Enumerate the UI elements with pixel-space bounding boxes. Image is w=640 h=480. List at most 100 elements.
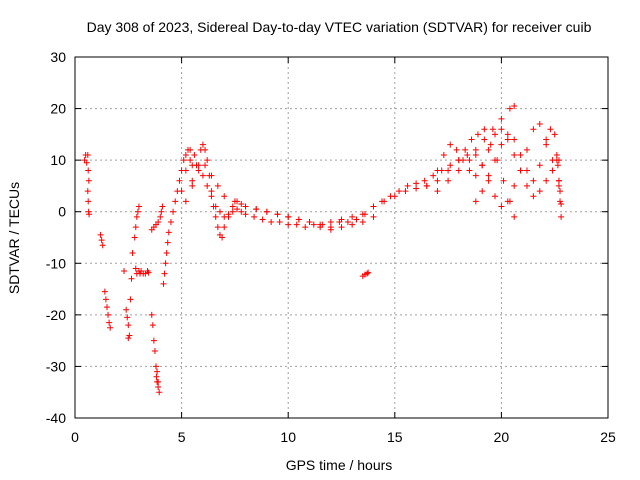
data-point bbox=[462, 146, 469, 153]
data-point bbox=[156, 389, 163, 396]
data-point bbox=[447, 141, 454, 148]
data-point bbox=[161, 270, 168, 277]
data-point bbox=[148, 311, 155, 318]
y-tick-label: 20 bbox=[50, 101, 66, 117]
data-point bbox=[202, 162, 209, 169]
data-point bbox=[511, 182, 518, 189]
data-point bbox=[274, 211, 281, 218]
data-point bbox=[555, 182, 562, 189]
data-point bbox=[155, 378, 162, 385]
data-point bbox=[327, 219, 334, 226]
data-point bbox=[212, 213, 219, 220]
series-cluster-j bbox=[359, 269, 372, 280]
data-point bbox=[511, 136, 518, 143]
data-point bbox=[504, 198, 511, 205]
data-point bbox=[85, 177, 92, 184]
data-point bbox=[83, 159, 90, 166]
data-point bbox=[530, 126, 537, 133]
series-cluster-i bbox=[182, 162, 377, 233]
data-point bbox=[530, 177, 537, 184]
data-point bbox=[543, 177, 550, 184]
data-point bbox=[472, 198, 479, 205]
data-point bbox=[170, 208, 177, 215]
data-point bbox=[155, 384, 162, 391]
data-point bbox=[180, 157, 187, 164]
data-point bbox=[193, 162, 200, 169]
data-point bbox=[135, 268, 142, 275]
data-point bbox=[487, 141, 494, 148]
series-cluster-f bbox=[148, 146, 196, 287]
series-cluster-g bbox=[178, 146, 360, 231]
data-point bbox=[370, 213, 377, 220]
data-point bbox=[103, 304, 110, 311]
data-point bbox=[182, 151, 189, 158]
data-point bbox=[221, 193, 228, 200]
data-point bbox=[182, 198, 189, 205]
data-point bbox=[84, 151, 91, 158]
data-point bbox=[121, 268, 128, 275]
data-point bbox=[134, 208, 141, 215]
data-point bbox=[125, 335, 132, 342]
data-point bbox=[472, 146, 479, 153]
data-point bbox=[178, 188, 185, 195]
data-point bbox=[86, 211, 93, 218]
data-point bbox=[396, 188, 403, 195]
x-tick-label: 10 bbox=[280, 429, 296, 445]
data-point bbox=[153, 363, 160, 370]
data-point bbox=[242, 211, 249, 218]
data-point bbox=[434, 177, 441, 184]
data-point bbox=[404, 182, 411, 189]
data-point bbox=[434, 188, 441, 195]
series-cluster-l bbox=[370, 126, 518, 220]
data-point bbox=[234, 206, 241, 213]
data-point bbox=[125, 322, 132, 329]
data-point bbox=[150, 337, 157, 344]
data-point bbox=[131, 234, 138, 241]
data-point bbox=[167, 219, 174, 226]
data-point bbox=[440, 151, 447, 158]
data-point bbox=[317, 224, 324, 231]
series-cluster-b bbox=[97, 231, 106, 249]
data-point bbox=[106, 319, 113, 326]
data-point bbox=[543, 141, 550, 148]
data-point bbox=[551, 131, 558, 138]
ticks: 0 5 10 15 20 25 -40 -30 -20 -10 0 10 20 30 bbox=[46, 49, 616, 445]
data-point bbox=[219, 234, 226, 241]
data-point bbox=[129, 249, 136, 256]
data-point bbox=[536, 188, 543, 195]
x-tick-label: 15 bbox=[387, 429, 403, 445]
data-point bbox=[364, 270, 371, 277]
data-point bbox=[359, 219, 366, 226]
data-point bbox=[327, 226, 334, 233]
data-point bbox=[124, 314, 131, 321]
data-point bbox=[187, 157, 194, 164]
x-tick-label: 0 bbox=[71, 429, 79, 445]
data-point bbox=[511, 151, 518, 158]
data-point bbox=[485, 146, 492, 153]
data-point bbox=[105, 311, 112, 318]
data-point bbox=[263, 208, 270, 215]
data-point bbox=[353, 216, 360, 223]
data-point bbox=[498, 203, 505, 210]
data-point bbox=[423, 182, 430, 189]
data-point bbox=[479, 188, 486, 195]
data-point bbox=[172, 198, 179, 205]
data-point bbox=[210, 203, 217, 210]
data-point bbox=[523, 167, 530, 174]
data-point bbox=[523, 146, 530, 153]
data-point bbox=[485, 172, 492, 179]
series-cluster-h bbox=[189, 141, 366, 241]
x-tick-label: 25 bbox=[600, 429, 616, 445]
data-point bbox=[153, 373, 160, 380]
series-cluster-p bbox=[553, 151, 565, 207]
data-point bbox=[231, 198, 238, 205]
data-point bbox=[492, 157, 499, 164]
series-cluster-a bbox=[81, 151, 93, 218]
data-point bbox=[498, 141, 505, 148]
data-point bbox=[344, 219, 351, 226]
data-point bbox=[97, 231, 104, 238]
data-point bbox=[558, 200, 565, 207]
data-point bbox=[472, 151, 479, 158]
data-point bbox=[517, 167, 524, 174]
